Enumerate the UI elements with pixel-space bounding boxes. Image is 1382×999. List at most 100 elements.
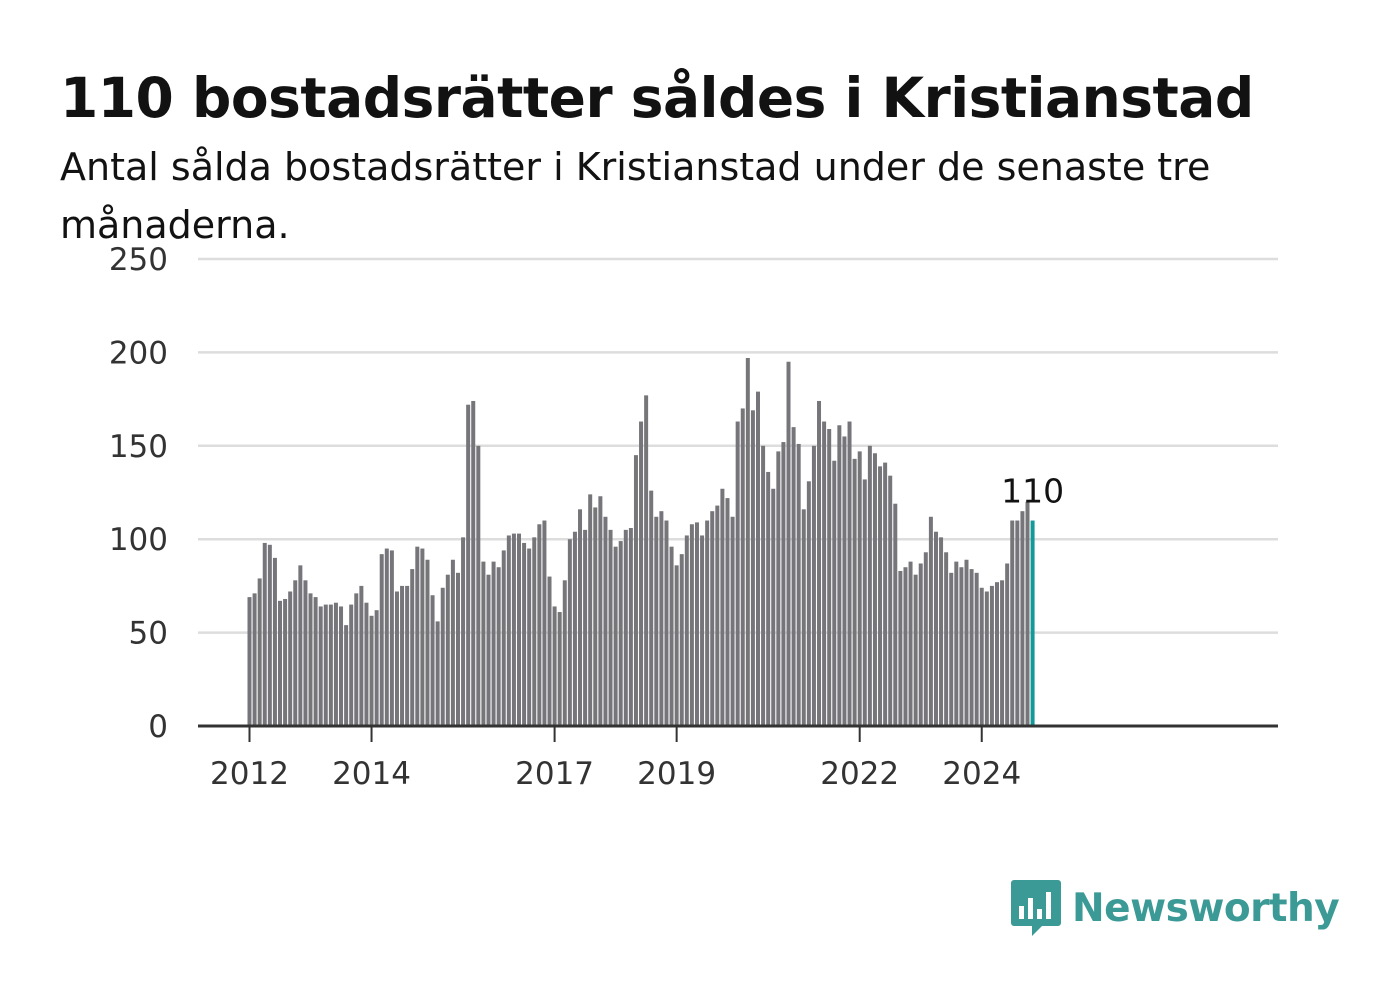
chart-title: 110 bostadsrätter såldes i Kristianstad: [60, 66, 1254, 130]
bar: [842, 436, 847, 726]
bar: [572, 531, 577, 726]
bar: [776, 451, 781, 726]
bar: [995, 582, 999, 726]
bar: [547, 576, 552, 726]
y-tick-label: 100: [109, 522, 168, 558]
x-tick-label: 2022: [820, 756, 899, 792]
bar: [247, 597, 252, 726]
bar: [476, 445, 481, 726]
bar: [384, 548, 389, 726]
bar: [918, 563, 923, 726]
bar: [389, 550, 394, 726]
bar: [832, 460, 837, 726]
bar: [811, 445, 816, 726]
bar: [466, 404, 471, 726]
bar: [669, 546, 674, 726]
bar: [532, 537, 537, 726]
bar: [537, 524, 542, 726]
bar: [949, 572, 954, 726]
bar: [542, 520, 547, 726]
bar: [847, 421, 852, 726]
bar: [852, 458, 857, 726]
y-tick-label: 250: [109, 242, 168, 278]
bar: [400, 585, 405, 726]
bar: [827, 428, 832, 726]
bar: [608, 529, 613, 726]
bar: [694, 522, 699, 726]
chart-subtitle: Antal sålda bostadsrätter i Kristianstad…: [60, 145, 1211, 247]
bar: [781, 442, 786, 726]
bar: [333, 602, 338, 726]
bar: [517, 533, 521, 726]
bar: [344, 625, 349, 726]
bar: [745, 358, 750, 726]
y-tick-label: 200: [109, 335, 168, 371]
bar: [506, 535, 511, 726]
bar: [318, 606, 323, 726]
bar: [954, 561, 959, 726]
x-tick-label: 2014: [332, 756, 411, 792]
bar: [308, 593, 313, 726]
bar: [664, 520, 669, 726]
bar: [689, 524, 694, 726]
bar: [806, 481, 811, 726]
bar: [684, 535, 689, 726]
bar: [801, 509, 806, 726]
bar: [435, 621, 440, 726]
bar: [278, 600, 283, 726]
bar: [888, 475, 893, 726]
bar: [791, 427, 796, 726]
x-tick-label: 2024: [942, 756, 1021, 792]
bar: [598, 496, 603, 726]
bar: [984, 591, 989, 726]
bar: [766, 471, 771, 726]
bar: [822, 421, 827, 726]
bar: [639, 421, 644, 726]
bar: [705, 520, 710, 726]
bar: [939, 537, 944, 726]
bar: [313, 597, 318, 726]
bar: [364, 602, 369, 726]
bar: [471, 400, 476, 726]
bars: [247, 358, 1035, 726]
bar: [593, 507, 598, 726]
bar: [1000, 580, 1005, 726]
x-tick-label: 2017: [515, 756, 594, 792]
bar: [623, 529, 628, 726]
bar: [394, 591, 399, 726]
bar: [618, 541, 623, 726]
bar: [974, 572, 979, 726]
bar: [720, 488, 725, 726]
bar: [445, 574, 450, 726]
gridlines: [198, 257, 1278, 634]
bar: [674, 565, 679, 726]
bar: [288, 591, 293, 726]
bar: [461, 537, 466, 726]
bar: [903, 567, 908, 726]
bar: [628, 527, 633, 726]
brand-name: Newsworthy: [1072, 885, 1340, 931]
bar: [496, 567, 501, 726]
bar: [349, 604, 354, 726]
bar: [761, 445, 766, 726]
bar: [405, 585, 410, 726]
bar: [430, 595, 435, 726]
bar: [425, 559, 430, 726]
bar: [267, 544, 272, 726]
bar: [817, 400, 822, 726]
bar: [379, 554, 384, 726]
bar: [410, 569, 415, 726]
bar: [293, 580, 298, 726]
bar: [522, 542, 527, 726]
bar: [328, 604, 333, 726]
bar: [771, 488, 776, 726]
bar: [298, 565, 303, 726]
highlight-value-label: 110: [1001, 472, 1064, 511]
bar: [928, 516, 933, 726]
bar: [1025, 501, 1030, 726]
bar: [323, 604, 328, 726]
newsworthy-logo-icon: [1011, 880, 1061, 936]
bar: [725, 498, 730, 726]
bar: [756, 391, 760, 726]
bar: [1015, 520, 1020, 726]
